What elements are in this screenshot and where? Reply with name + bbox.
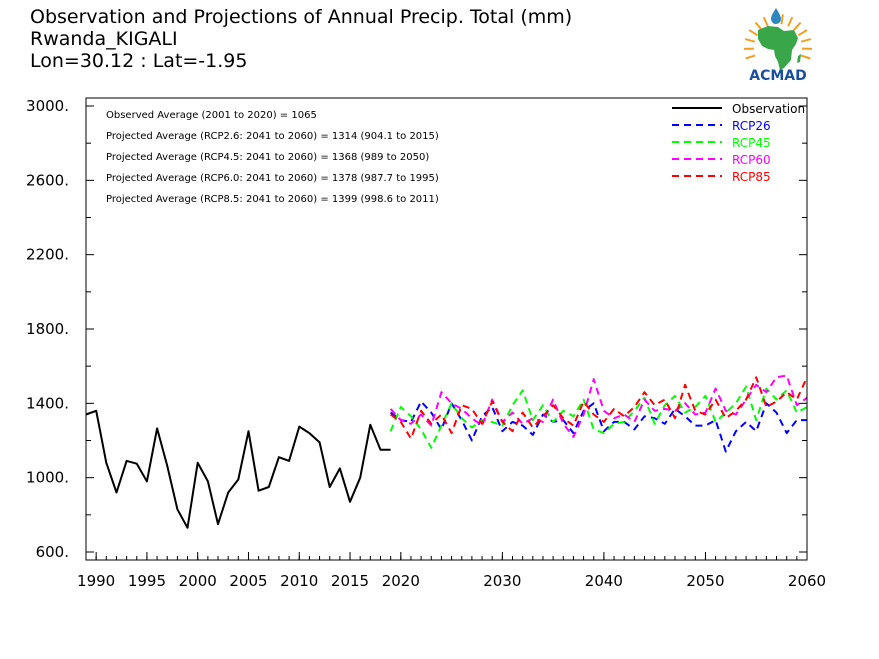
- y-tick-label: 600.: [36, 543, 69, 561]
- legend-label: RCP60: [732, 153, 771, 167]
- y-tick-label: 2200.: [26, 246, 69, 264]
- x-tick-label: 2010: [280, 572, 318, 590]
- coordinates: Lon=30.12 : Lat=-1.95: [30, 50, 248, 72]
- plot-frame: [85, 97, 808, 561]
- legend: Observation RCP26 RCP45 RCP60 RCP85: [672, 102, 805, 184]
- y-tick-label: 1400.: [26, 394, 69, 412]
- y-tick-label: 1000.: [26, 469, 69, 487]
- series-line-rcp26: [390, 400, 807, 453]
- y-tick-label: 2600.: [26, 171, 69, 189]
- chart-header: Observation and Projections of Annual Pr…: [30, 6, 572, 72]
- legend-label: RCP45: [732, 136, 771, 150]
- average-annotation: Projected Average (RCP8.5: 2041 to 2060)…: [106, 194, 439, 205]
- legend-label: RCP85: [732, 170, 771, 184]
- acmad-africa-logo-icon: ACMAD: [743, 8, 813, 84]
- x-tick-label: 2060: [788, 572, 826, 590]
- legend-label: RCP26: [732, 119, 771, 133]
- x-tick-label: 2040: [585, 572, 623, 590]
- y-tick-label: 1800.: [26, 320, 69, 338]
- series-line-rcp45: [389, 385, 808, 449]
- x-tick-label: 2015: [331, 572, 369, 590]
- location-name: Rwanda_KIGALI: [30, 28, 178, 50]
- average-annotation: Projected Average (RCP2.6: 2041 to 2060)…: [106, 131, 439, 142]
- x-tick-label: 1990: [77, 572, 115, 590]
- x-tick-label: 2005: [229, 572, 267, 590]
- y-tick-label: 3000.: [26, 97, 69, 115]
- x-tick-label: 2030: [483, 572, 521, 590]
- series-line-rcp85: [390, 376, 808, 440]
- legend-label: Observation: [732, 102, 805, 116]
- x-tick-label: 2020: [382, 572, 420, 590]
- average-annotation: Observed Average (2001 to 2020) = 1065: [106, 110, 317, 121]
- average-annotation: Projected Average (RCP4.5: 2041 to 2060)…: [106, 152, 429, 163]
- chart-title: Observation and Projections of Annual Pr…: [30, 6, 573, 28]
- x-tick-label: 2050: [686, 572, 724, 590]
- series-line-rcp60: [389, 374, 808, 438]
- average-annotation: Projected Average (RCP6.0: 2041 to 2060)…: [106, 173, 439, 184]
- svg-text:ACMAD: ACMAD: [749, 68, 807, 84]
- x-tick-label: 2000: [179, 572, 217, 590]
- series-line-observation: [85, 409, 391, 529]
- x-tick-label: 1995: [128, 572, 166, 590]
